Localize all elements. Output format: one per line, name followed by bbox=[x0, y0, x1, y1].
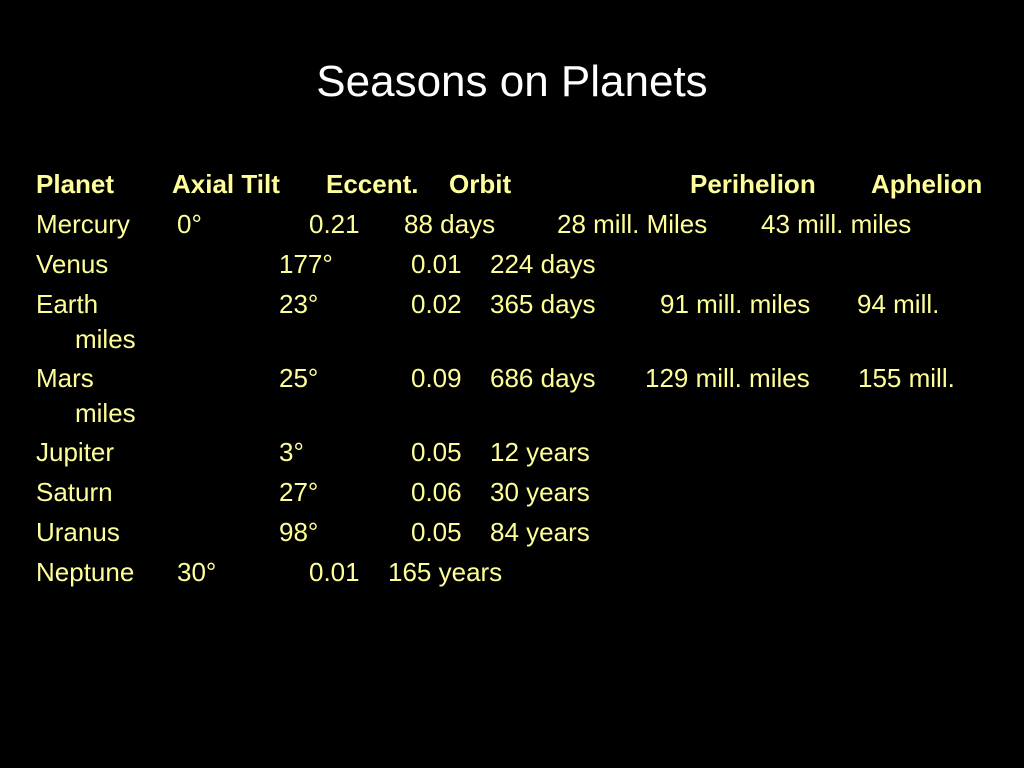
table-row-cell: 0.01 bbox=[411, 249, 462, 279]
table-row-cell: Jupiter bbox=[36, 437, 115, 467]
table-row-cell: Uranus bbox=[36, 517, 120, 547]
table-row-cell: 0.09 bbox=[411, 363, 462, 393]
table-row: Saturn 27° 0.06 30 years bbox=[36, 475, 996, 510]
table-row-cell: 165 years bbox=[388, 557, 503, 587]
table-row: Mercury 0° 0.21 88 days 28 mill. Miles 43 mil… bbox=[36, 207, 996, 242]
table-row-cell: 88 days bbox=[404, 209, 496, 239]
table-row-cell: 365 days bbox=[490, 289, 596, 319]
table-row-cell: Mercury bbox=[36, 209, 130, 239]
table-row-cell: Neptune bbox=[36, 557, 135, 587]
table-row-cell: 686 days bbox=[490, 363, 596, 393]
table-row-cell: 28 mill. Miles bbox=[557, 209, 708, 239]
table-row-cell: 0° bbox=[177, 209, 202, 239]
table-row-cell: 129 mill. miles bbox=[645, 363, 810, 393]
table-row-cell: Mars bbox=[36, 363, 94, 393]
table-row-cell: 23° bbox=[279, 289, 319, 319]
table-row-cell: 94 mill. miles bbox=[75, 289, 940, 354]
table-row-cell: 12 years bbox=[490, 437, 590, 467]
table-row-cell: 98° bbox=[279, 517, 319, 547]
table-row-cell: 0.05 bbox=[411, 517, 462, 547]
table-row-cell: Saturn bbox=[36, 477, 113, 507]
table-row-cell: 0.02 bbox=[411, 289, 462, 319]
table-row-cell: 30° bbox=[177, 557, 217, 587]
table-row-cell: 0.01 bbox=[309, 557, 360, 587]
header-row: Planet Axial Tilt Eccent. Orbit Perihelion Ap… bbox=[36, 167, 996, 202]
table-row: Earth 23° 0.02 365 days 91 mill. miles 94 mil… bbox=[36, 287, 996, 357]
table-row-cell: Earth bbox=[36, 289, 99, 319]
header-row-cell: Orbit bbox=[449, 169, 512, 199]
table-row: Jupiter 3° 0.05 12 years bbox=[36, 435, 996, 470]
table-row-cell: 3° bbox=[279, 437, 304, 467]
table-row-cell: 30 years bbox=[490, 477, 590, 507]
header-row-cell: Perihelion bbox=[690, 169, 816, 199]
table-row-cell: 25° bbox=[279, 363, 319, 393]
table-row-cell: 84 years bbox=[490, 517, 590, 547]
table-row-cell: 0.05 bbox=[411, 437, 462, 467]
table-row-cell: 43 mill. miles bbox=[761, 209, 912, 239]
table-row-cell: 27° bbox=[279, 477, 319, 507]
table-row-cell: 91 mill. miles bbox=[660, 289, 811, 319]
table-row: Uranus 98° 0.05 84 years bbox=[36, 515, 996, 550]
table-row-cell: 155 mill. miles bbox=[75, 363, 955, 428]
header-row-cell: Planet bbox=[36, 169, 115, 199]
header-row-cell: Axial Tilt bbox=[172, 169, 280, 199]
table-row-cell: Venus bbox=[36, 249, 109, 279]
table-row-cell: 0.06 bbox=[411, 477, 462, 507]
slide-title: Seasons on Planets bbox=[316, 57, 708, 106]
table-row-cell: 177° bbox=[279, 249, 333, 279]
table-row: Venus 177° 0.01 224 days bbox=[36, 247, 996, 282]
header-row-cell: Aphelion bbox=[871, 169, 983, 199]
header-row-cell: Eccent. bbox=[326, 169, 419, 199]
table-row: Neptune 30° 0.01 165 years bbox=[36, 555, 996, 590]
table-row-cell: 224 days bbox=[490, 249, 596, 279]
table-row-cell: 0.21 bbox=[309, 209, 360, 239]
table-row: Mars 25° 0.09 686 days 129 mill. miles 155 mi… bbox=[36, 361, 996, 431]
